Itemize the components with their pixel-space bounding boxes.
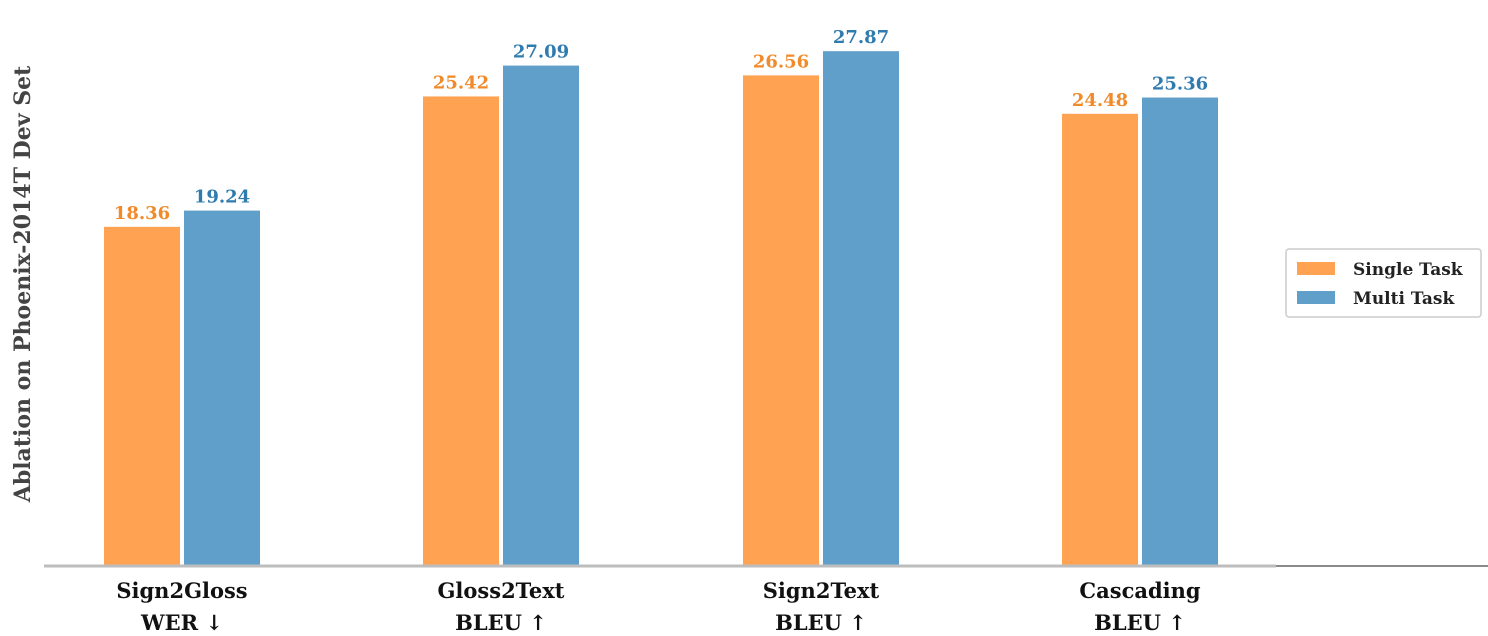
bar-sign2gloss-multi-task (184, 210, 260, 566)
legend: Single Task Multi Task (1285, 248, 1482, 318)
tick-label-cascading: Cascading (1079, 578, 1200, 603)
value-label-sign2text-multi-task: 27.87 (833, 27, 889, 48)
value-label-sign2text-single-task: 26.56 (753, 51, 809, 72)
tick-metric-gloss2text: BLEU ↑ (455, 610, 547, 635)
value-label-sign2gloss-multi-task: 19.24 (194, 187, 250, 208)
value-label-cascading-single-task: 24.48 (1072, 90, 1128, 111)
value-label-gloss2text-multi-task: 27.09 (513, 42, 569, 63)
bar-sign2text-multi-task (823, 51, 899, 567)
tick-metric-sign2gloss: WER ↓ (140, 610, 223, 635)
bar-gloss2text-single-task (423, 96, 499, 567)
value-label-sign2gloss-single-task: 18.36 (114, 203, 170, 224)
legend-label-single-task: Single Task (1353, 260, 1464, 280)
bar-cascading-multi-task (1142, 97, 1218, 567)
tick-metric-cascading: BLEU ↑ (1094, 610, 1186, 635)
legend-label-multi-task: Multi Task (1353, 289, 1455, 309)
value-labels-group: 18.36 25.42 26.56 24.48 19.24 27.09 27.87 25.36 (114, 27, 1208, 224)
y-axis-label: Ablation on Phoenix-2014T Dev Set (10, 65, 36, 503)
bars-group (104, 51, 1218, 567)
legend-swatch-multi-task (1297, 291, 1335, 304)
tick-label-sign2text: Sign2Text (763, 578, 880, 603)
category-labels-group: Sign2Gloss WER ↓ Gloss2Text BLEU ↑ Sign2Text… (116, 578, 1201, 635)
legend-swatch-single-task (1297, 262, 1335, 275)
value-label-cascading-multi-task: 25.36 (1152, 74, 1208, 95)
bar-sign2gloss-single-task (104, 226, 180, 566)
bar-sign2text-single-task (743, 75, 819, 566)
bar-cascading-single-task (1062, 113, 1138, 567)
tick-metric-sign2text: BLEU ↑ (775, 610, 867, 635)
tick-label-sign2gloss: Sign2Gloss (116, 578, 247, 603)
tick-label-gloss2text: Gloss2Text (438, 578, 565, 603)
value-label-gloss2text-single-task: 25.42 (433, 72, 489, 93)
bar-gloss2text-multi-task (503, 65, 579, 567)
